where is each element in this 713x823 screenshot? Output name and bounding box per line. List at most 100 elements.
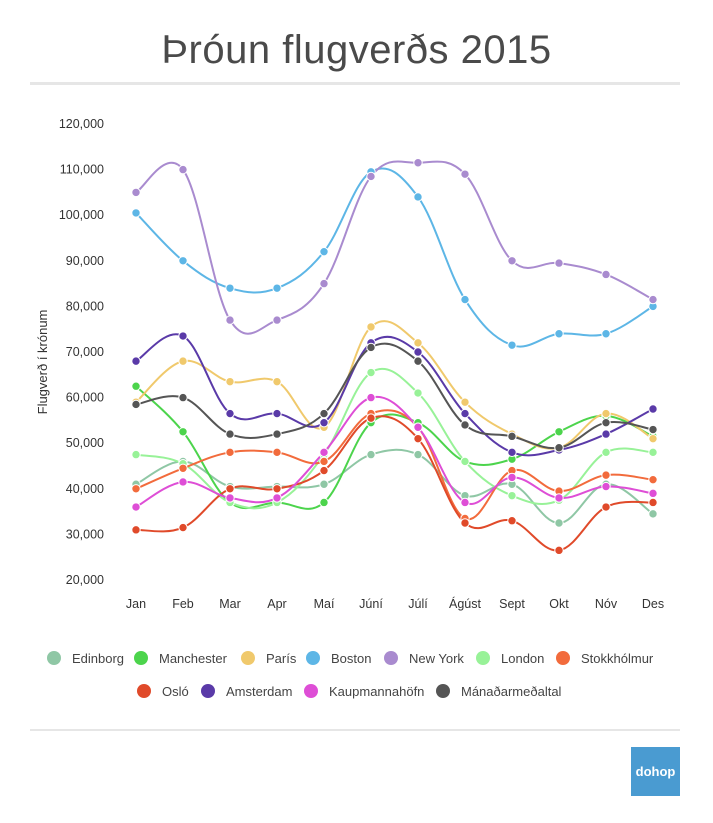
data-point-osl-[interactable] — [460, 518, 470, 528]
data-point-osl-[interactable] — [648, 497, 658, 508]
data-point-edinborg[interactable] — [413, 449, 423, 460]
data-point-m-na-arme-altal[interactable] — [554, 443, 564, 453]
data-point-m-na-arme-altal[interactable] — [413, 356, 423, 366]
data-point-kaupmannah-fn[interactable] — [648, 488, 658, 499]
data-point-stokkh-lmur[interactable] — [272, 447, 282, 458]
data-point-boston[interactable] — [601, 329, 611, 339]
data-point-par-s[interactable] — [366, 322, 376, 332]
data-point-osl-[interactable] — [131, 525, 141, 535]
data-point-par-s[interactable] — [272, 376, 282, 387]
data-point-new-york[interactable] — [413, 158, 423, 168]
data-point-amsterdam[interactable] — [178, 331, 188, 341]
data-point-amsterdam[interactable] — [601, 429, 611, 439]
data-point-m-na-arme-altal[interactable] — [272, 429, 282, 439]
data-point-par-s[interactable] — [601, 408, 611, 419]
data-point-edinborg[interactable] — [554, 518, 564, 528]
data-point-london[interactable] — [601, 447, 611, 458]
data-point-boston[interactable] — [507, 340, 517, 350]
data-point-boston[interactable] — [272, 283, 282, 293]
legend-label-boston[interactable]: Boston — [331, 651, 371, 666]
data-point-manchester[interactable] — [319, 497, 329, 508]
data-point-amsterdam[interactable] — [319, 417, 329, 428]
legend-label-kaupmannah-fn[interactable]: Kaupmannahöfn — [329, 684, 424, 699]
data-point-osl-[interactable] — [507, 516, 517, 526]
legend-label-new-york[interactable]: New York — [409, 651, 464, 666]
data-point-osl-[interactable] — [601, 502, 611, 512]
data-point-kaupmannah-fn[interactable] — [178, 477, 188, 487]
data-point-stokkh-lmur[interactable] — [601, 470, 611, 480]
data-point-boston[interactable] — [178, 256, 188, 266]
data-point-par-s[interactable] — [648, 433, 658, 444]
data-point-amsterdam[interactable] — [460, 408, 470, 419]
data-point-new-york[interactable] — [601, 269, 611, 280]
data-point-par-s[interactable] — [225, 376, 235, 387]
data-point-amsterdam[interactable] — [225, 408, 235, 419]
data-point-london[interactable] — [131, 449, 141, 460]
data-point-m-na-arme-altal[interactable] — [507, 431, 517, 442]
data-point-edinborg[interactable] — [319, 479, 329, 489]
data-point-m-na-arme-altal[interactable] — [225, 429, 235, 439]
data-point-osl-[interactable] — [366, 413, 376, 423]
data-point-new-york[interactable] — [648, 294, 658, 305]
data-point-m-na-arme-altal[interactable] — [648, 424, 658, 435]
data-point-amsterdam[interactable] — [507, 447, 517, 458]
data-point-amsterdam[interactable] — [131, 356, 141, 366]
data-point-kaupmannah-fn[interactable] — [272, 493, 282, 503]
data-point-manchester[interactable] — [178, 427, 188, 437]
data-point-new-york[interactable] — [225, 315, 235, 325]
data-point-m-na-arme-altal[interactable] — [601, 417, 611, 428]
data-point-manchester[interactable] — [554, 427, 564, 437]
legend-label-m-na-arme-altal[interactable]: Mánaðarmeðaltal — [461, 684, 562, 699]
data-point-manchester[interactable] — [131, 381, 141, 391]
data-point-m-na-arme-altal[interactable] — [366, 342, 376, 353]
data-point-kaupmannah-fn[interactable] — [601, 481, 611, 492]
data-point-london[interactable] — [507, 490, 517, 501]
data-point-new-york[interactable] — [272, 315, 282, 325]
legend-label-edinborg[interactable]: Edinborg — [72, 651, 124, 666]
data-point-edinborg[interactable] — [366, 449, 376, 460]
data-point-new-york[interactable] — [319, 278, 329, 289]
data-point-par-s[interactable] — [460, 397, 470, 407]
legend-label-amsterdam[interactable]: Amsterdam — [226, 684, 292, 699]
legend-label-stokkh-lmur[interactable]: Stokkhólmur — [581, 651, 654, 666]
data-point-boston[interactable] — [319, 246, 329, 257]
data-point-amsterdam[interactable] — [648, 404, 658, 414]
data-point-kaupmannah-fn[interactable] — [366, 392, 376, 403]
data-point-par-s[interactable] — [178, 356, 188, 366]
legend-label-osl-[interactable]: Osló — [162, 684, 189, 699]
data-point-osl-[interactable] — [413, 433, 423, 444]
data-point-kaupmannah-fn[interactable] — [319, 447, 329, 458]
data-point-new-york[interactable] — [131, 187, 141, 198]
data-point-osl-[interactable] — [319, 465, 329, 476]
data-point-new-york[interactable] — [178, 164, 188, 175]
data-point-amsterdam[interactable] — [272, 408, 282, 419]
legend-label-london[interactable]: London — [501, 651, 544, 666]
data-point-m-na-arme-altal[interactable] — [460, 420, 470, 430]
data-point-kaupmannah-fn[interactable] — [225, 493, 235, 503]
data-point-osl-[interactable] — [178, 522, 188, 533]
data-point-osl-[interactable] — [272, 484, 282, 494]
data-point-new-york[interactable] — [554, 258, 564, 268]
data-point-kaupmannah-fn[interactable] — [460, 497, 470, 508]
data-point-stokkh-lmur[interactable] — [178, 463, 188, 473]
data-point-london[interactable] — [413, 388, 423, 398]
data-point-london[interactable] — [460, 456, 470, 467]
data-point-boston[interactable] — [460, 294, 470, 305]
data-point-london[interactable] — [648, 447, 658, 458]
data-point-stokkh-lmur[interactable] — [648, 474, 658, 485]
data-point-boston[interactable] — [554, 329, 564, 339]
data-point-new-york[interactable] — [507, 256, 517, 266]
data-point-m-na-arme-altal[interactable] — [178, 392, 188, 403]
data-point-stokkh-lmur[interactable] — [319, 456, 329, 467]
data-point-edinborg[interactable] — [648, 509, 658, 519]
data-point-m-na-arme-altal[interactable] — [131, 399, 141, 410]
data-point-osl-[interactable] — [225, 484, 235, 494]
data-point-stokkh-lmur[interactable] — [131, 484, 141, 494]
data-point-kaupmannah-fn[interactable] — [413, 422, 423, 432]
legend-label-manchester[interactable]: Manchester — [159, 651, 228, 666]
data-point-boston[interactable] — [413, 192, 423, 202]
data-point-kaupmannah-fn[interactable] — [554, 493, 564, 503]
data-point-new-york[interactable] — [460, 169, 470, 179]
data-point-boston[interactable] — [225, 283, 235, 293]
data-point-boston[interactable] — [131, 208, 141, 218]
